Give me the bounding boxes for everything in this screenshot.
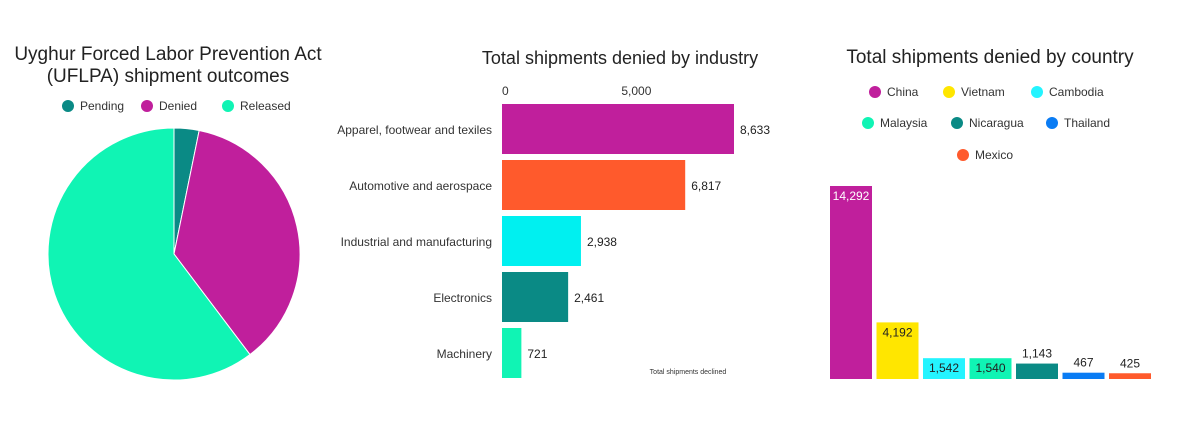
industry-bar	[502, 160, 686, 210]
data-label: 2,461	[574, 291, 604, 305]
data-label: 6,817	[691, 179, 721, 193]
pie-title: (UFLPA) shipment outcomes	[47, 66, 290, 87]
legend-marker	[951, 117, 963, 129]
country-bar	[830, 186, 872, 379]
data-label: 1,542	[929, 361, 959, 375]
pie-slice-denied	[173, 129, 301, 356]
data-label: 14,292	[833, 189, 870, 203]
legend-marker	[141, 100, 153, 112]
legend-marker	[222, 100, 234, 112]
data-label: 8,633	[740, 123, 770, 137]
data-label: 1,143	[1022, 347, 1052, 361]
data-label: 4,192	[882, 325, 912, 339]
country-bar	[1062, 372, 1105, 379]
industry-bar	[502, 328, 522, 378]
country-bar	[876, 322, 919, 379]
legend-marker	[862, 117, 874, 129]
category-label: Machinery	[437, 347, 492, 361]
industry-title: Total shipments denied by industry	[482, 48, 758, 68]
data-label: 1,540	[975, 361, 1005, 375]
legend-marker	[62, 100, 74, 112]
legend-label: Mexico	[975, 148, 1013, 162]
pie-slice-released	[47, 127, 251, 381]
data-label: 2,938	[587, 235, 617, 249]
x-tick-label: 0	[502, 84, 509, 98]
data-label: 721	[527, 347, 547, 361]
data-label: 467	[1073, 356, 1093, 370]
legend-label: China	[887, 85, 919, 99]
country-bar	[923, 358, 965, 379]
legend-marker	[869, 86, 881, 98]
category-label: Electronics	[433, 291, 492, 305]
legend-label: Released	[240, 99, 291, 113]
legend-label: Vietnam	[961, 85, 1005, 99]
legend-marker	[1046, 117, 1058, 129]
country-bar	[969, 358, 1012, 379]
country-title: Total shipments denied by country	[846, 47, 1134, 68]
industry-bar	[502, 272, 569, 322]
industry-bar	[502, 104, 734, 154]
legend-label: Thailand	[1064, 116, 1110, 130]
legend-marker	[957, 149, 969, 161]
country-bar	[1016, 363, 1058, 379]
country-bar	[1109, 373, 1151, 379]
legend-label: Nicaragua	[969, 116, 1024, 130]
category-label: Industrial and manufacturing	[341, 235, 492, 249]
industry-bar	[502, 216, 581, 266]
data-label: 425	[1120, 356, 1140, 370]
category-label: Automotive and aerospace	[349, 179, 492, 193]
x-tick-label: 5,000	[621, 84, 651, 98]
x-axis-title: Total shipments declined	[650, 369, 727, 376]
legend-marker	[1031, 86, 1043, 98]
category-label: Apparel, footwear and texiles	[337, 123, 492, 137]
legend-marker	[943, 86, 955, 98]
legend-label: Denied	[159, 99, 197, 113]
legend-label: Pending	[80, 99, 124, 113]
legend-label: Cambodia	[1049, 85, 1104, 99]
legend-label: Malaysia	[880, 116, 928, 130]
pie-title: Uyghur Forced Labor Prevention Act	[14, 44, 322, 65]
